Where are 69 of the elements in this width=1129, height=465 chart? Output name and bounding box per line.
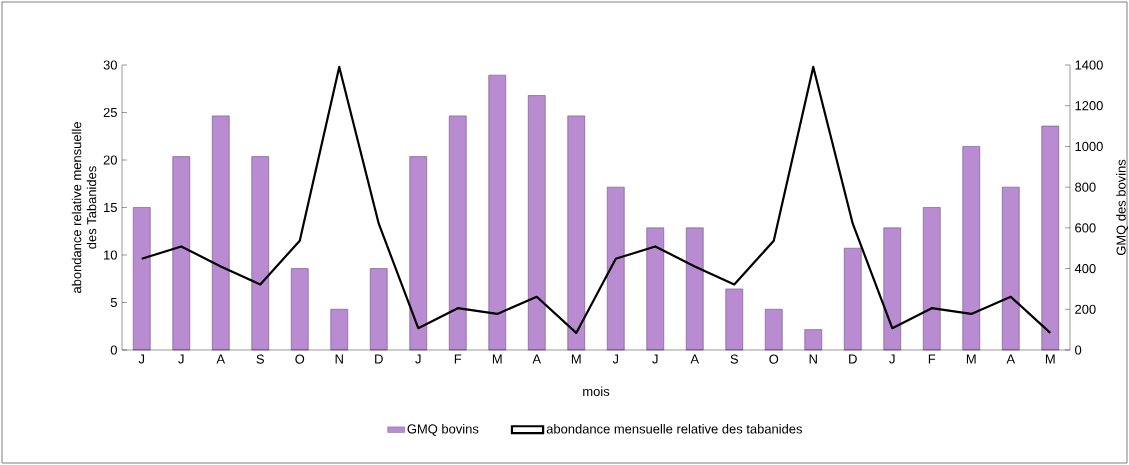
bar: [369, 268, 388, 351]
x-tick-label: A: [532, 354, 542, 364]
x-axis-title: mois: [583, 386, 610, 397]
bar: [330, 308, 349, 351]
bar: [725, 288, 744, 351]
bar: [567, 115, 586, 351]
bar: [606, 186, 625, 351]
bar: [211, 115, 230, 351]
line-series: [140, 65, 1052, 334]
y-axis-title: abondance relative mensuelle des Tabanides: [71, 122, 97, 293]
bar: [1001, 186, 1020, 351]
bar: [132, 207, 151, 351]
x-tick-label: J: [612, 354, 619, 364]
y2-axis-title: GMQ des bovins: [1116, 159, 1129, 256]
bar: [172, 156, 191, 351]
x-tick-label: N: [809, 354, 817, 364]
bar: [962, 146, 981, 351]
bar: [843, 247, 862, 351]
y-tick-label: 20: [103, 155, 117, 165]
y-tick-label: 0: [110, 345, 117, 355]
y2-tick-label: 1000: [1075, 141, 1103, 152]
x-tick-label: F: [928, 354, 936, 364]
y-tick-label: 15: [104, 202, 117, 213]
y-tick-label: 10: [104, 250, 117, 260]
x-tick-label: A: [216, 354, 226, 364]
bar: [804, 329, 823, 351]
bar: [290, 268, 309, 351]
bar: [1041, 125, 1060, 351]
bar: [488, 74, 507, 351]
bar: [646, 227, 665, 351]
bar: [409, 156, 428, 351]
bar: [922, 207, 941, 351]
x-tick-label: N: [335, 354, 343, 364]
x-tick-label: J: [415, 354, 421, 364]
x-tick-label: S: [730, 354, 738, 364]
bar: [883, 227, 902, 351]
x-tick-label: M: [966, 354, 976, 364]
x-tick-label: F: [454, 354, 462, 364]
x-tick-label: S: [256, 354, 264, 364]
bar: [764, 308, 783, 351]
x-tick-label: J: [889, 354, 895, 364]
x-tick-label: M: [1045, 354, 1055, 364]
y-tick-label: 5: [110, 297, 117, 308]
bar: [448, 115, 467, 351]
x-tick-label: A: [1006, 354, 1016, 364]
y2-tick-label: 0: [1075, 345, 1082, 355]
bar: [527, 95, 546, 351]
y2-tick-label: 400: [1074, 263, 1096, 274]
y2-tick-label: 800: [1075, 182, 1096, 192]
x-tick-label: M: [571, 354, 581, 364]
y2-tick-label: 1400: [1075, 60, 1103, 70]
x-tick-label: O: [295, 354, 305, 364]
y-tick-label: 25: [103, 107, 117, 118]
bar: [685, 227, 704, 351]
x-tick-label: O: [769, 354, 779, 364]
x-tick-label: J: [138, 354, 145, 364]
legend-label: GMQ bovins: [407, 424, 479, 436]
y2-tick-label: 1200: [1075, 101, 1103, 111]
y2-tick-label: 200: [1075, 304, 1096, 314]
y2-tick-label: 600: [1075, 223, 1096, 233]
x-tick-label: J: [178, 354, 184, 364]
x-tick-label: D: [849, 354, 857, 364]
y-tick-label: 30: [103, 60, 117, 70]
bar: [251, 156, 270, 351]
x-tick-label: D: [375, 354, 383, 364]
x-tick-label: J: [652, 354, 658, 364]
legend-label: abondance mensuelle relative des tabanides: [546, 424, 803, 434]
x-tick-label: A: [690, 354, 700, 364]
x-tick-label: M: [492, 354, 502, 364]
